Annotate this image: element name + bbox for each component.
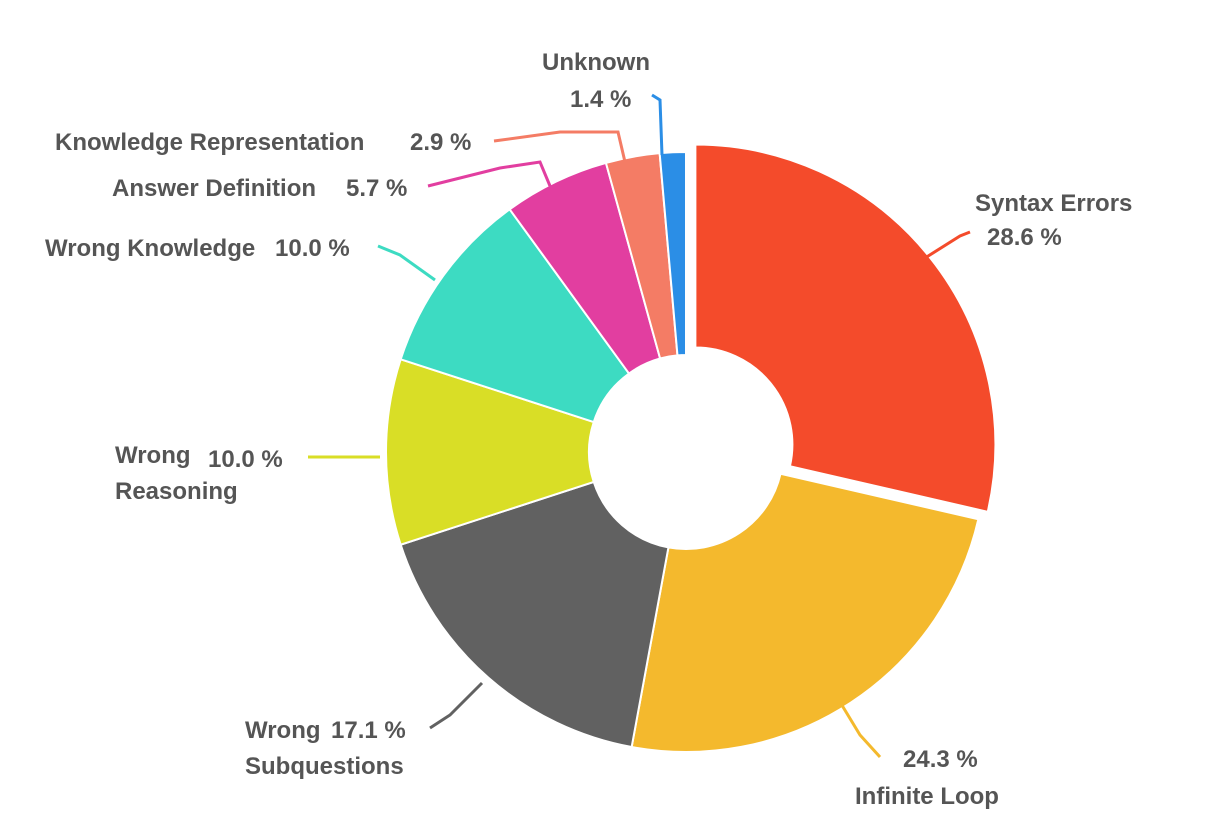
category-label: Unknown xyxy=(542,49,650,76)
leader-line xyxy=(429,681,484,730)
leader-line xyxy=(651,93,664,156)
pie-slice xyxy=(658,150,687,357)
category-label: Answer Definition xyxy=(112,175,317,202)
leader-line xyxy=(427,160,552,188)
pie-slice xyxy=(694,143,997,514)
value-label: 28.6 % xyxy=(987,224,1062,251)
category-label: Knowledge Representation xyxy=(55,129,365,156)
pie-slice xyxy=(399,207,631,424)
value-label: 10.0 % xyxy=(208,446,283,473)
pie-slice xyxy=(399,480,670,749)
value-label: 17.1 % xyxy=(331,717,406,744)
pie-slice xyxy=(630,472,980,753)
value-label: 24.3 % xyxy=(903,746,978,773)
leader-line xyxy=(377,244,436,282)
value-label: 2.9 % xyxy=(410,129,472,156)
value-label: 10.0 % xyxy=(275,235,350,262)
category-label: Infinite Loop xyxy=(855,783,999,810)
category-label: Syntax Errors xyxy=(975,190,1133,217)
leader-line xyxy=(493,130,627,163)
category-label: Wrong Subquestions xyxy=(245,717,404,780)
value-label: 1.4 % xyxy=(570,86,632,113)
leader-line xyxy=(838,701,882,759)
value-label: 5.7 % xyxy=(346,175,408,202)
category-label: Wrong Reasoning xyxy=(115,442,238,505)
leader-line xyxy=(924,230,971,260)
category-label: Wrong Knowledge xyxy=(45,235,256,262)
